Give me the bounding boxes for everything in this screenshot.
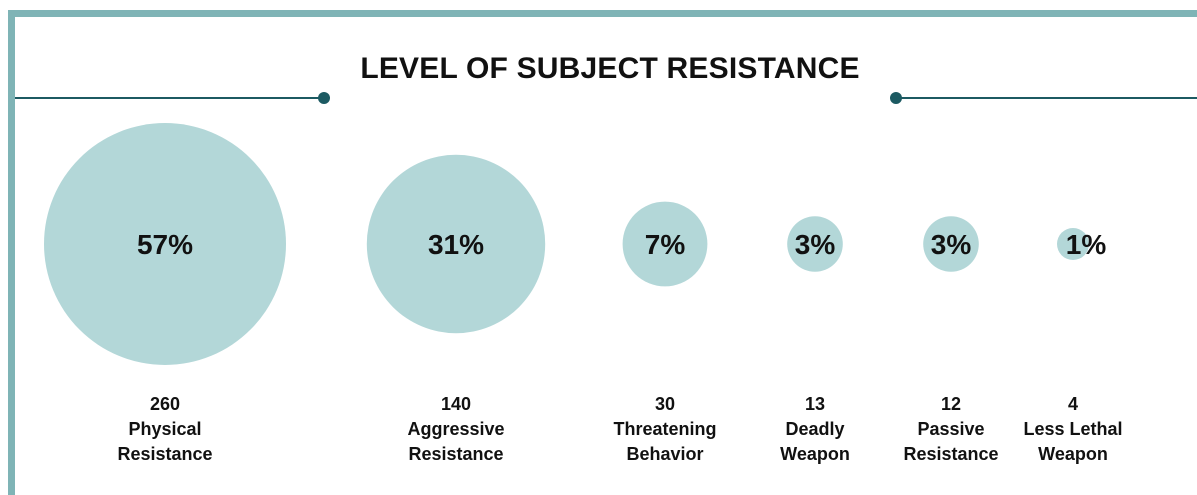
category-name-line-1: Resistance xyxy=(117,444,213,464)
bubble-1 xyxy=(366,154,546,334)
category-count: 12 xyxy=(940,394,962,414)
title-rule-left xyxy=(15,97,325,99)
category-name-line-1: Weapon xyxy=(780,444,850,464)
category-name-line-0: Aggressive xyxy=(407,419,505,439)
category-name-line-0: Threatening xyxy=(613,419,717,439)
chart-title: LEVEL OF SUBJECT RESISTANCE xyxy=(360,52,860,85)
bubble-percent-label-0: 57% xyxy=(137,229,193,260)
bubble-percent-label-2: 7% xyxy=(645,229,686,260)
bubble-4 xyxy=(923,216,979,272)
title-rule-left-dot xyxy=(318,92,330,104)
bubble-percent-label-4: 3% xyxy=(931,229,972,260)
bubble-percent-label-1: 31% xyxy=(428,229,484,260)
frame-top-border xyxy=(8,10,1197,17)
category-name-line-0: Deadly xyxy=(785,419,845,439)
bubble-percent-label-3: 3% xyxy=(795,229,836,260)
title-rule-right xyxy=(897,97,1197,99)
category-label-5: 4 Less Lethal Weapon xyxy=(988,392,1158,467)
category-name-line-0: Passive xyxy=(917,419,985,439)
bubble-5 xyxy=(1057,228,1089,260)
category-count: 13 xyxy=(804,394,826,414)
bubble-3 xyxy=(787,216,843,272)
category-label-3: 13 Deadly Weapon xyxy=(730,392,900,467)
category-name-line-1: Resistance xyxy=(408,444,504,464)
bubble-2 xyxy=(622,201,708,287)
category-name-line-0: Physical xyxy=(128,419,202,439)
category-name-line-0: Less Lethal xyxy=(1023,419,1123,439)
category-name-line-1: Behavior xyxy=(626,444,704,464)
bubble-percent-label-5: 1% xyxy=(1066,229,1107,260)
category-name-line-1: Weapon xyxy=(1038,444,1108,464)
category-count: 260 xyxy=(149,394,181,414)
category-label-0: 260 Physical Resistance xyxy=(80,392,250,467)
category-label-4: 12 Passive Resistance xyxy=(866,392,1036,467)
category-label-2: 30 Threatening Behavior xyxy=(580,392,750,467)
category-label-1: 140 Aggressive Resistance xyxy=(371,392,541,467)
category-count: 30 xyxy=(654,394,676,414)
category-count: 4 xyxy=(1067,394,1078,414)
title-rule-right-dot xyxy=(890,92,902,104)
bubble-0 xyxy=(44,123,286,365)
category-name-line-1: Resistance xyxy=(903,444,999,464)
frame-left-border xyxy=(8,10,15,495)
category-count: 140 xyxy=(440,394,472,414)
